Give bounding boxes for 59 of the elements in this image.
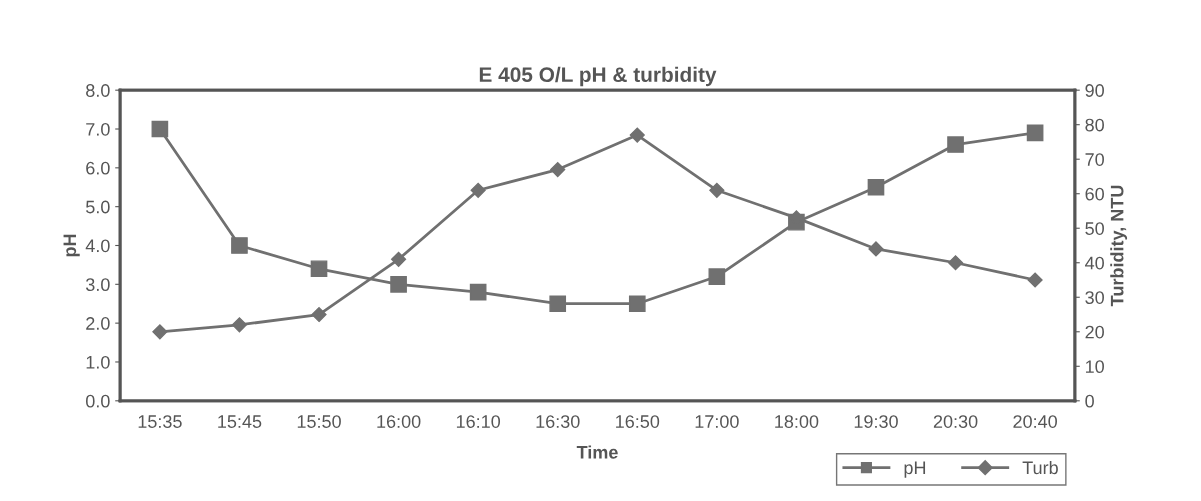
y-tick-label: 2.0	[86, 317, 110, 330]
x-tick-label: 20:30	[933, 415, 978, 428]
point	[868, 241, 884, 257]
point	[549, 295, 567, 313]
x-tick-label: 15:45	[218, 415, 262, 428]
point	[947, 136, 964, 153]
y2-tick-label: 30	[1085, 291, 1104, 304]
x-tick-label: 17:00	[695, 415, 739, 428]
point	[231, 317, 248, 333]
point	[152, 324, 168, 340]
point	[1026, 124, 1044, 142]
y-tick-label: 5.0	[86, 200, 110, 214]
y-tick-label: 3.0	[85, 278, 110, 292]
point	[469, 283, 487, 301]
point	[708, 268, 726, 285]
x-tick-label: 16:10	[456, 415, 501, 428]
point	[311, 306, 327, 323]
point	[709, 182, 725, 198]
chart-title: E 405 O/L pH & turbidity	[479, 66, 717, 87]
point	[629, 127, 645, 143]
point	[628, 295, 646, 313]
point	[470, 182, 486, 198]
point	[231, 237, 248, 254]
y-tick-label: 8.0	[86, 84, 110, 97]
x-tick-label: 18:00	[775, 415, 819, 428]
y2-tick-label: 90	[1085, 84, 1104, 97]
point	[550, 161, 566, 178]
x-tick-label: 16:50	[616, 415, 660, 428]
y-tick-label: 1.0	[86, 355, 110, 369]
point	[390, 275, 407, 293]
x-tick-label: 15:50	[297, 415, 341, 428]
y-tick-label: 7.0	[86, 122, 110, 136]
x-axis-title: Time	[576, 445, 618, 459]
y-tick-label: 4.0	[85, 239, 110, 253]
y2-tick-label: 80	[1085, 118, 1104, 132]
y2-tick-label: 50	[1085, 222, 1104, 235]
point	[867, 178, 885, 196]
y2-tick-label: 20	[1085, 325, 1104, 339]
y2-tick-label: 10	[1085, 360, 1104, 374]
point	[391, 251, 407, 267]
y2-tick-label: 0	[1085, 394, 1094, 408]
point	[1027, 272, 1043, 288]
y2-axis-title: Turbidity, NTU	[1110, 185, 1128, 307]
x-tick-label: 19:30	[854, 415, 898, 428]
x-tick-label: 16:00	[377, 415, 421, 428]
y2-tick-label: 40	[1085, 256, 1104, 270]
x-tick-label: 20:40	[1013, 415, 1057, 428]
y-tick-label: 6.0	[86, 161, 110, 175]
x-tick-label: 15:35	[138, 415, 182, 428]
y2-tick-label: 70	[1085, 153, 1104, 166]
y-tick-label: 0.0	[85, 394, 110, 408]
legend-label: pH	[904, 461, 926, 478]
y2-tick-label: 60	[1085, 187, 1104, 201]
point	[151, 120, 169, 138]
legend-label: Turb	[1022, 460, 1058, 475]
point	[310, 260, 328, 278]
y-axis-title: pH	[63, 234, 80, 257]
x-tick-label: 16:30	[536, 415, 580, 428]
point	[947, 255, 964, 271]
